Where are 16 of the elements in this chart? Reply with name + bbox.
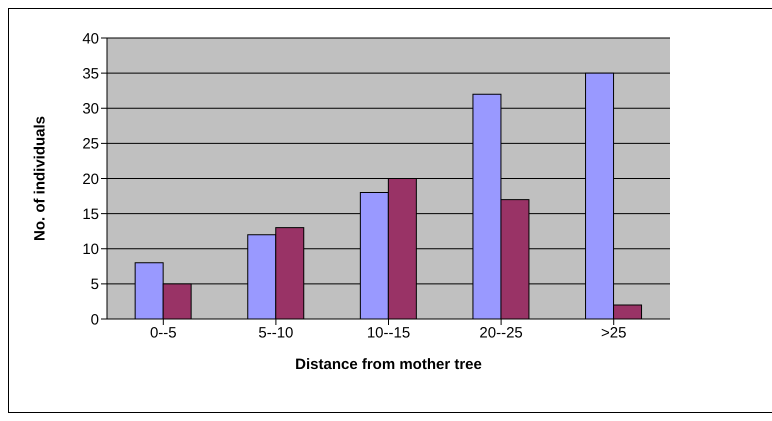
x-axis-title: Distance from mother tree	[295, 356, 482, 373]
y-tick-label: 40	[82, 30, 99, 48]
y-tick-label: 10	[82, 241, 99, 258]
x-tick-label: 0--5	[150, 324, 177, 342]
y-tick-label: 20	[82, 170, 99, 188]
y-tick-label: 30	[82, 100, 99, 118]
x-tick-label: 5--10	[258, 324, 294, 342]
y-tick-label: 0	[90, 311, 99, 328]
y-tick-label: 5	[90, 276, 99, 294]
x-tick-label: 20--25	[479, 324, 523, 342]
y-axis-title: No. of individuals	[31, 116, 48, 242]
x-tick-label: >25	[600, 324, 626, 342]
x-tick-label: 10--15	[366, 324, 410, 342]
y-tick-label: 35	[82, 65, 99, 82]
y-tick-label: 25	[82, 136, 99, 153]
y-tick-label: 15	[82, 206, 99, 223]
